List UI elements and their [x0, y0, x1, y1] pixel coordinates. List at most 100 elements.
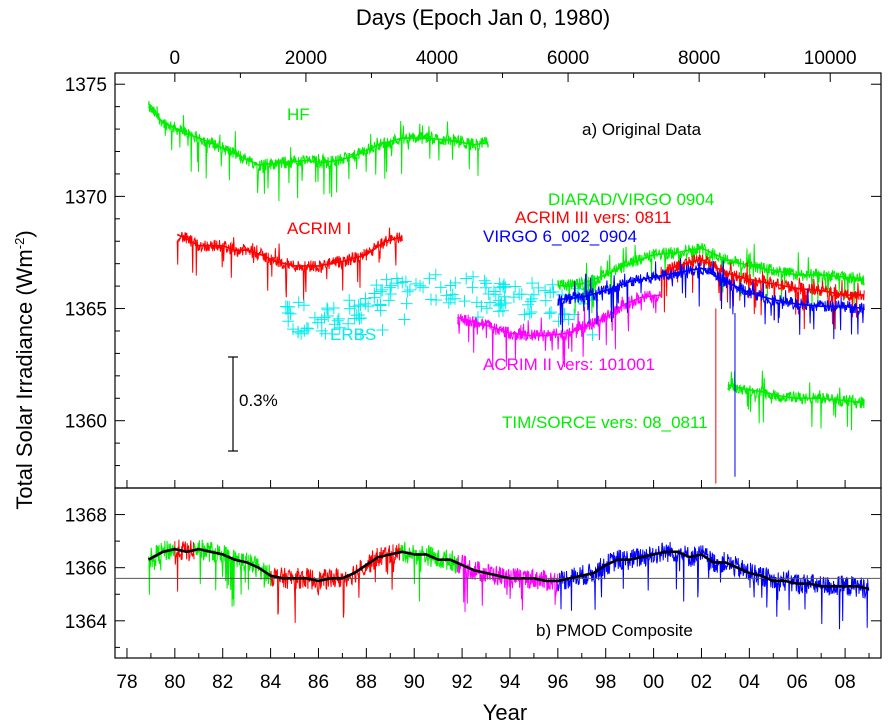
- erbs-marker: [368, 291, 381, 304]
- top-tick-label: 8000: [678, 48, 720, 69]
- erbs-marker: [398, 313, 411, 326]
- erbs-marker: [523, 307, 536, 320]
- erbs-marker: [410, 277, 423, 290]
- y-tick-label-b: 1366: [65, 559, 107, 580]
- erbs-marker: [440, 289, 453, 302]
- erbs-marker: [429, 268, 442, 281]
- series-line-acrim-iii-vers-0811: [660, 258, 865, 296]
- axes-layer: 0 2000 4000 6000 8000 10000136013651370137513…: [65, 48, 881, 693]
- y-axis-title-main: Total Solar Irradiance (Wm: [12, 249, 37, 509]
- erbs-marker: [471, 311, 484, 324]
- x-tick-label: 02: [691, 672, 712, 693]
- series-trace-tim-sorce-vers-08-0811: [727, 370, 865, 431]
- y-axis-title-close: ): [12, 230, 37, 237]
- erbs-marker: [499, 297, 512, 310]
- composite-segment-3: [270, 543, 401, 623]
- y-tick-label-a: 1370: [65, 187, 107, 208]
- erbs-marker: [399, 275, 412, 288]
- erbs-marker: [494, 298, 507, 311]
- erbs-marker: [321, 303, 334, 316]
- panel-a-data: [147, 100, 865, 484]
- erbs-marker: [385, 279, 398, 292]
- erbs-marker: [315, 313, 328, 326]
- erbs-marker: [489, 288, 502, 301]
- erbs-marker: [297, 299, 310, 312]
- erbs-marker: [430, 294, 443, 307]
- label-acrim-i: ACRIM I: [287, 219, 351, 238]
- y-tick-label-a: 1365: [65, 300, 107, 321]
- erbs-marker: [449, 276, 462, 289]
- erbs-marker: [543, 307, 556, 320]
- series-trace-virgo-6-002-0904: [557, 258, 865, 340]
- x-tick-label: 00: [643, 672, 664, 693]
- erbs-marker: [458, 295, 471, 308]
- x-tick-label: 90: [404, 672, 425, 693]
- top-axis-title: Days (Epoch Jan 0, 1980): [356, 5, 610, 30]
- composite-segment-5: [456, 554, 559, 612]
- erbs-marker: [370, 279, 383, 292]
- top-tick-label: 6000: [547, 48, 589, 69]
- erbs-marker: [484, 296, 497, 309]
- erbs-marker: [532, 281, 545, 294]
- composite-mean-line: [147, 547, 870, 591]
- x-axis-title: Year: [483, 700, 527, 724]
- erbs-marker: [384, 281, 397, 294]
- y-tick-label-a: 1360: [65, 412, 107, 433]
- y-tick-label-b: 1364: [65, 612, 108, 633]
- x-tick-label: 06: [787, 672, 808, 693]
- erbs-marker: [539, 294, 552, 307]
- erbs-marker: [544, 286, 557, 299]
- erbs-marker: [487, 285, 500, 298]
- series-line-virgo-6-002-0904: [557, 267, 865, 310]
- x-tick-label: 96: [547, 672, 568, 693]
- series-line-diarad-virgo-0904: [557, 247, 865, 287]
- x-tick-label: 80: [164, 672, 185, 693]
- erbs-marker: [496, 280, 509, 293]
- series-trace-hf: [148, 100, 489, 202]
- x-tick-label: 78: [116, 672, 137, 693]
- erbs-marker: [423, 272, 436, 285]
- erbs-marker: [467, 270, 480, 283]
- erbs-marker: [374, 298, 387, 311]
- erbs-marker: [524, 295, 537, 308]
- erbs-marker: [401, 285, 414, 298]
- plot-frames: [114, 72, 882, 659]
- top-tick-label: 4000: [416, 48, 458, 69]
- erbs-marker: [292, 296, 305, 309]
- top-tick-label: 2000: [285, 48, 327, 69]
- erbs-marker: [499, 281, 512, 294]
- erbs-marker: [509, 280, 522, 293]
- erbs-marker: [384, 288, 397, 301]
- erbs-marker: [446, 288, 459, 301]
- erbs-marker: [362, 300, 375, 313]
- erbs-marker: [300, 322, 313, 335]
- erbs-marker: [284, 307, 297, 320]
- erbs-marker: [342, 317, 355, 330]
- erbs-marker: [302, 322, 315, 335]
- x-tick-label: 84: [260, 672, 282, 693]
- x-tick-label: 08: [835, 672, 856, 693]
- erbs-marker: [376, 283, 389, 296]
- label-diarad: DIARAD/VIRGO 0904: [548, 190, 714, 209]
- erbs-marker: [354, 328, 367, 341]
- x-tick-label: 86: [308, 672, 329, 693]
- erbs-marker: [507, 291, 520, 304]
- x-tick-label: 04: [739, 672, 761, 693]
- scale-bar: 0.3%: [228, 356, 278, 452]
- erbs-marker: [525, 306, 538, 319]
- erbs-marker: [400, 297, 413, 310]
- erbs-marker: [513, 288, 526, 301]
- erbs-marker: [526, 277, 539, 290]
- erbs-marker: [382, 294, 395, 307]
- y-axis-title-sup: -2: [12, 238, 27, 250]
- erbs-marker: [380, 273, 393, 286]
- erbs-marker: [332, 312, 345, 325]
- series-line-hf: [147, 106, 489, 166]
- erbs-marker: [466, 281, 479, 294]
- erbs-marker: [478, 274, 491, 287]
- erbs-marker: [343, 294, 356, 307]
- label-acrim-ii: ACRIM II vers: 101001: [483, 355, 655, 374]
- erbs-marker: [442, 296, 455, 309]
- y-axis-title: Total Solar Irradiance (Wm-2): [12, 230, 37, 509]
